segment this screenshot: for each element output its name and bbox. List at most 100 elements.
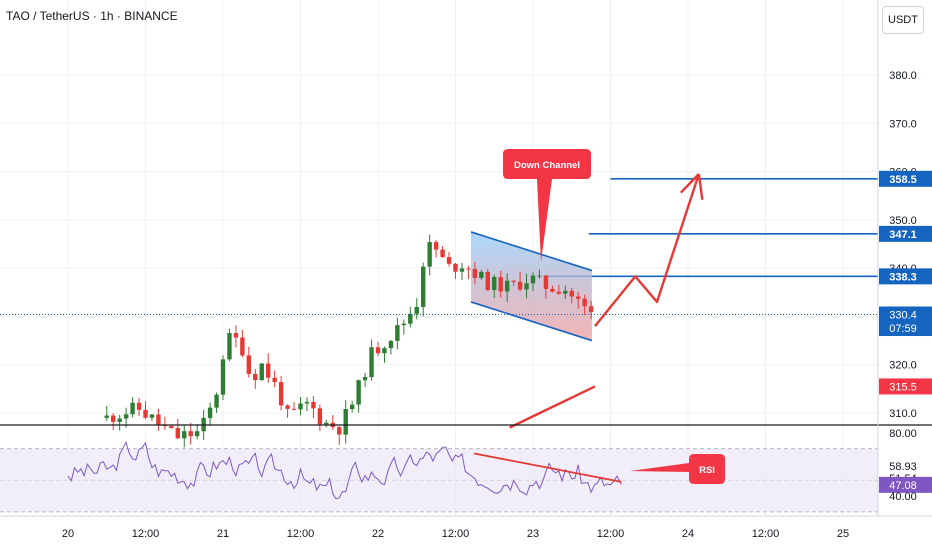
- candle-body: [543, 275, 549, 289]
- candle-body: [311, 401, 316, 409]
- candle-body: [349, 404, 355, 410]
- price-label-badge: [879, 225, 932, 242]
- candle-body: [517, 281, 523, 290]
- symbol-title[interactable]: TAO / TetherUS · 1h · BINANCE: [6, 9, 178, 23]
- candle-body: [479, 271, 484, 278]
- currency-button[interactable]: USDT: [882, 6, 924, 34]
- projection-line[interactable]: [594, 173, 700, 327]
- channel-fill: [471, 231, 592, 341]
- rsi-tick-label: 40.00: [889, 491, 917, 503]
- price-label-text: 330.4: [889, 309, 917, 321]
- candle-body: [530, 275, 536, 284]
- candle-body: [182, 431, 187, 439]
- price-label-text: 358.5: [889, 174, 917, 186]
- price-label-text: 315.5: [889, 381, 917, 393]
- candle-body: [123, 414, 129, 419]
- channel-upper-line[interactable]: [470, 231, 593, 272]
- candle-body: [317, 408, 323, 425]
- candle-body: [233, 333, 239, 338]
- candle-body: [440, 249, 445, 258]
- candle-body: [537, 275, 542, 277]
- candle-body: [324, 422, 329, 425]
- target-levels[interactable]: [546, 178, 878, 278]
- candle-body: [485, 271, 490, 290]
- time-tick-label: 21: [217, 528, 229, 540]
- rsi-divergence-line[interactable]: [473, 452, 622, 483]
- support-arrow[interactable]: [509, 385, 596, 429]
- candle-body: [278, 382, 284, 406]
- candle-body: [427, 242, 432, 267]
- time-tick-label: 12:00: [287, 528, 315, 540]
- price-tick-label: 370.0: [889, 118, 917, 130]
- candle-body: [272, 377, 277, 383]
- candle-body: [466, 268, 471, 270]
- candle-body: [253, 373, 258, 381]
- candle-body: [291, 408, 297, 410]
- candle-body: [576, 296, 581, 299]
- candle-body: [588, 306, 594, 312]
- rsi-band: [0, 448, 878, 512]
- price-label-badge: [879, 268, 932, 285]
- candle-body: [156, 414, 161, 425]
- price-label-text: 338.3: [889, 271, 917, 283]
- candle-body: [433, 242, 439, 250]
- candle-body: [266, 363, 271, 378]
- candle-body: [362, 377, 368, 381]
- rsi-callout[interactable]: RSI: [630, 454, 725, 484]
- candle-body: [582, 298, 587, 307]
- time-tick-label: 12:00: [132, 528, 160, 540]
- candle-body: [298, 403, 303, 410]
- time-tick-label: 23: [527, 528, 539, 540]
- channel-lower-line[interactable]: [470, 301, 593, 342]
- time-tick-label: 12:00: [597, 528, 625, 540]
- price-label-text: 347.1: [889, 229, 917, 241]
- projection-arrow[interactable]: [594, 173, 704, 327]
- candle-body: [304, 401, 310, 404]
- price-tick-label: 380.0: [889, 70, 917, 82]
- down-channel-callout[interactable]: Down Channel: [503, 149, 591, 262]
- candle-body: [149, 414, 155, 418]
- rsi-current-label: 47.08: [889, 480, 917, 492]
- price-tick-label: 320.0: [889, 360, 917, 372]
- candle-body: [240, 337, 245, 356]
- time-tick-label: 12:00: [752, 528, 780, 540]
- down-channel[interactable]: [470, 231, 593, 342]
- time-axis[interactable]: 20 12:00 21 12:00 22 12:00 23 12:00 24 12:00 25: [62, 528, 849, 540]
- candle-body: [563, 290, 568, 294]
- candle-body: [472, 269, 478, 278]
- candle-body: [337, 427, 342, 435]
- time-tick-label: 20: [62, 528, 74, 540]
- rsi-value-badge: [879, 476, 932, 493]
- candle-body: [382, 348, 387, 354]
- candlestick-series: [104, 234, 594, 448]
- support-line[interactable]: [509, 385, 596, 429]
- candle-body: [343, 409, 348, 435]
- candle-body: [169, 426, 174, 429]
- candle-body: [214, 394, 219, 408]
- candle-body: [227, 333, 232, 360]
- down-channel-label: Down Channel: [514, 160, 580, 171]
- candle-body: [175, 428, 180, 439]
- grid-lines: [0, 0, 878, 516]
- candle-body: [446, 257, 452, 264]
- candle-body: [143, 409, 148, 418]
- candle-body: [550, 288, 555, 292]
- rsi-tick-label: 80.00: [889, 428, 917, 440]
- price-label-badge: [879, 320, 932, 337]
- candle-body: [246, 355, 252, 374]
- rsi-label: RSI: [699, 465, 715, 476]
- candle-body: [130, 402, 135, 415]
- candle-body: [207, 407, 213, 418]
- candle-body: [395, 325, 400, 341]
- price-label-badge: [879, 306, 932, 323]
- projection-arrowhead: [679, 173, 700, 194]
- candle-body: [188, 431, 193, 437]
- candle-body: [524, 283, 529, 290]
- candle-body: [220, 359, 226, 395]
- time-tick-label: 22: [372, 528, 384, 540]
- candle-body: [453, 263, 458, 272]
